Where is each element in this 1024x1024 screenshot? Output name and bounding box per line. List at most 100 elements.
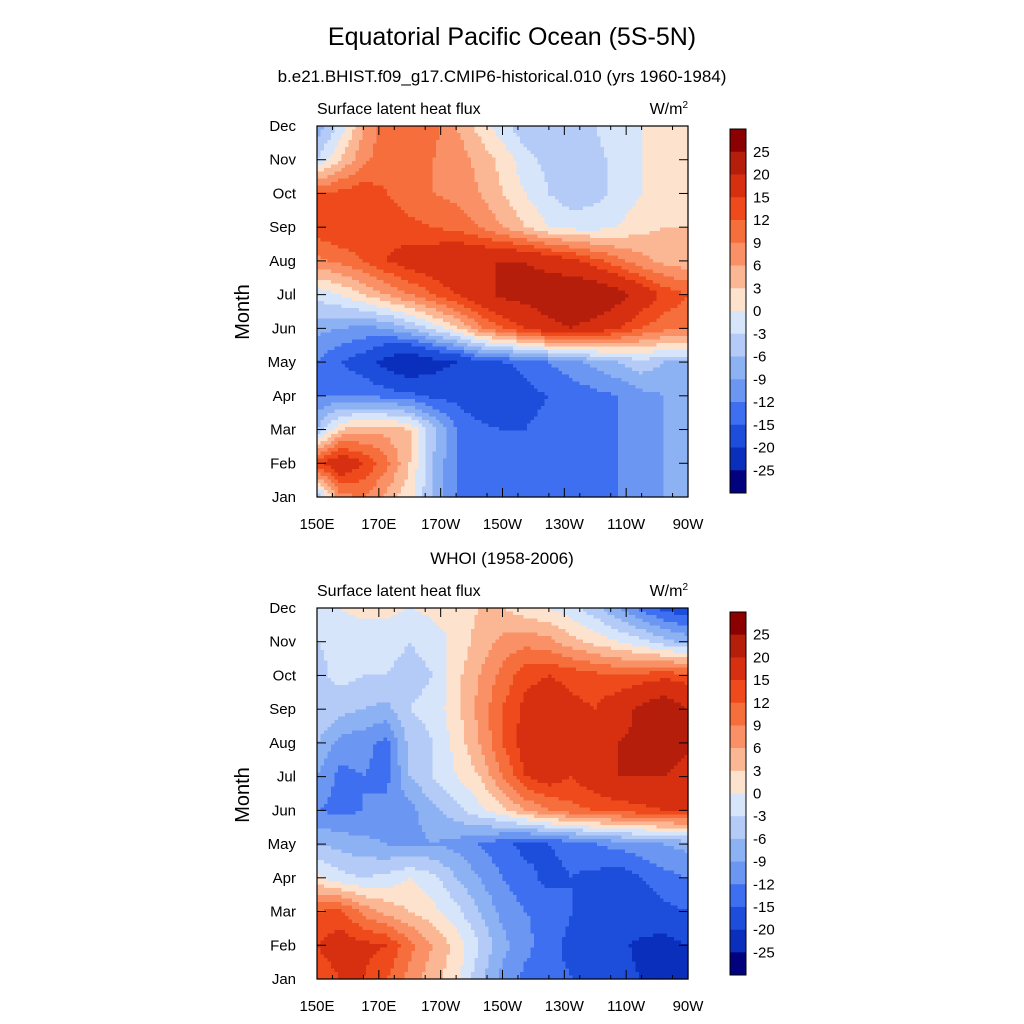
contour-cell [401, 133, 406, 138]
contour-cell [562, 196, 567, 201]
contour-cell [653, 175, 658, 180]
contour-cell [432, 213, 437, 218]
contour-cell [590, 220, 595, 225]
contour-cell [331, 199, 336, 204]
contour-cell [380, 143, 385, 148]
contour-cell [660, 241, 665, 246]
contour-cell [460, 262, 465, 267]
contour-cell [579, 234, 584, 239]
contour-cell [663, 129, 668, 134]
contour-cell [485, 213, 490, 218]
contour-cell [632, 154, 637, 159]
contour-cell [359, 164, 364, 169]
contour-cell [478, 147, 483, 152]
contour-cell [446, 175, 451, 180]
contour-cell [499, 273, 504, 278]
contour-cell [597, 259, 602, 264]
contour-cell [495, 157, 500, 162]
contour-cell [677, 199, 682, 204]
contour-cell [677, 143, 682, 148]
contour-cell [621, 220, 626, 225]
contour-cell [320, 185, 325, 190]
contour-cell [684, 217, 689, 222]
contour-cell [628, 199, 633, 204]
contour-cell [320, 252, 325, 257]
contour-cell [530, 213, 535, 218]
contour-cell [670, 210, 675, 215]
contour-cell [408, 171, 413, 176]
contour-cell [464, 220, 469, 225]
contour-cell [523, 126, 528, 131]
contour-cell [506, 164, 511, 169]
contour-cell [478, 227, 483, 232]
contour-cell [464, 227, 469, 232]
contour-cell [569, 262, 574, 267]
contour-cell [397, 255, 402, 260]
contour-cell [667, 252, 672, 257]
contour-cell [614, 182, 619, 187]
contour-cell [324, 262, 329, 267]
contour-cell [558, 217, 563, 222]
contour-cell [653, 168, 658, 173]
contour-cell [348, 231, 353, 236]
contour-cell [572, 276, 577, 281]
contour-cell [460, 171, 465, 176]
contour-cell [471, 192, 476, 197]
contour-cell [376, 255, 381, 260]
contour-cell [383, 143, 388, 148]
contour-cell [359, 252, 364, 257]
contour-cell [523, 248, 528, 253]
contour-cell [317, 175, 322, 180]
contour-cell [551, 269, 556, 274]
contour-cell [397, 231, 402, 236]
contour-cell [534, 206, 539, 211]
contour-cell [474, 175, 479, 180]
contour-cell [345, 259, 350, 264]
contour-cell [439, 252, 444, 257]
contour-cell [555, 220, 560, 225]
contour-cell [369, 241, 374, 246]
contour-cell [635, 192, 640, 197]
contour-cell [530, 126, 535, 131]
contour-cell [334, 206, 339, 211]
contour-cell [656, 203, 661, 208]
contour-cell [562, 157, 567, 162]
contour-cell [422, 192, 427, 197]
contour-cell [590, 136, 595, 141]
contour-cell [523, 136, 528, 141]
contour-cell [586, 287, 591, 292]
contour-cell [408, 217, 413, 222]
contour-cell [516, 171, 521, 176]
contour-cell [513, 164, 518, 169]
contour-cell [481, 143, 486, 148]
contour-cell [387, 185, 392, 190]
contour-cell [649, 241, 654, 246]
contour-cell [569, 171, 574, 176]
contour-cell [397, 238, 402, 243]
contour-cell [341, 266, 346, 271]
contour-cell [373, 262, 378, 267]
contour-cell [429, 231, 434, 236]
panel-top-title: b.e21.BHIST.f09_g17.CMIP6-historical.010… [278, 67, 727, 86]
contour-cell [324, 290, 329, 295]
contour-cell [527, 269, 532, 274]
contour-cell [373, 213, 378, 218]
contour-cell [513, 192, 518, 197]
contour-cell [653, 259, 658, 264]
contour-cell [394, 273, 399, 278]
contour-cell [527, 185, 532, 190]
contour-cell [338, 276, 343, 281]
contour-cell [334, 241, 339, 246]
contour-cell [534, 280, 539, 285]
contour-cell [653, 182, 658, 187]
contour-cell [362, 133, 367, 138]
contour-cell [334, 283, 339, 288]
contour-cell [362, 255, 367, 260]
contour-cell [572, 150, 577, 155]
contour-cell [600, 126, 605, 131]
contour-cell [446, 210, 451, 215]
contour-cell [429, 266, 434, 271]
contour-cell [467, 140, 472, 145]
contour-cell [401, 185, 406, 190]
contour-cell [394, 178, 399, 183]
